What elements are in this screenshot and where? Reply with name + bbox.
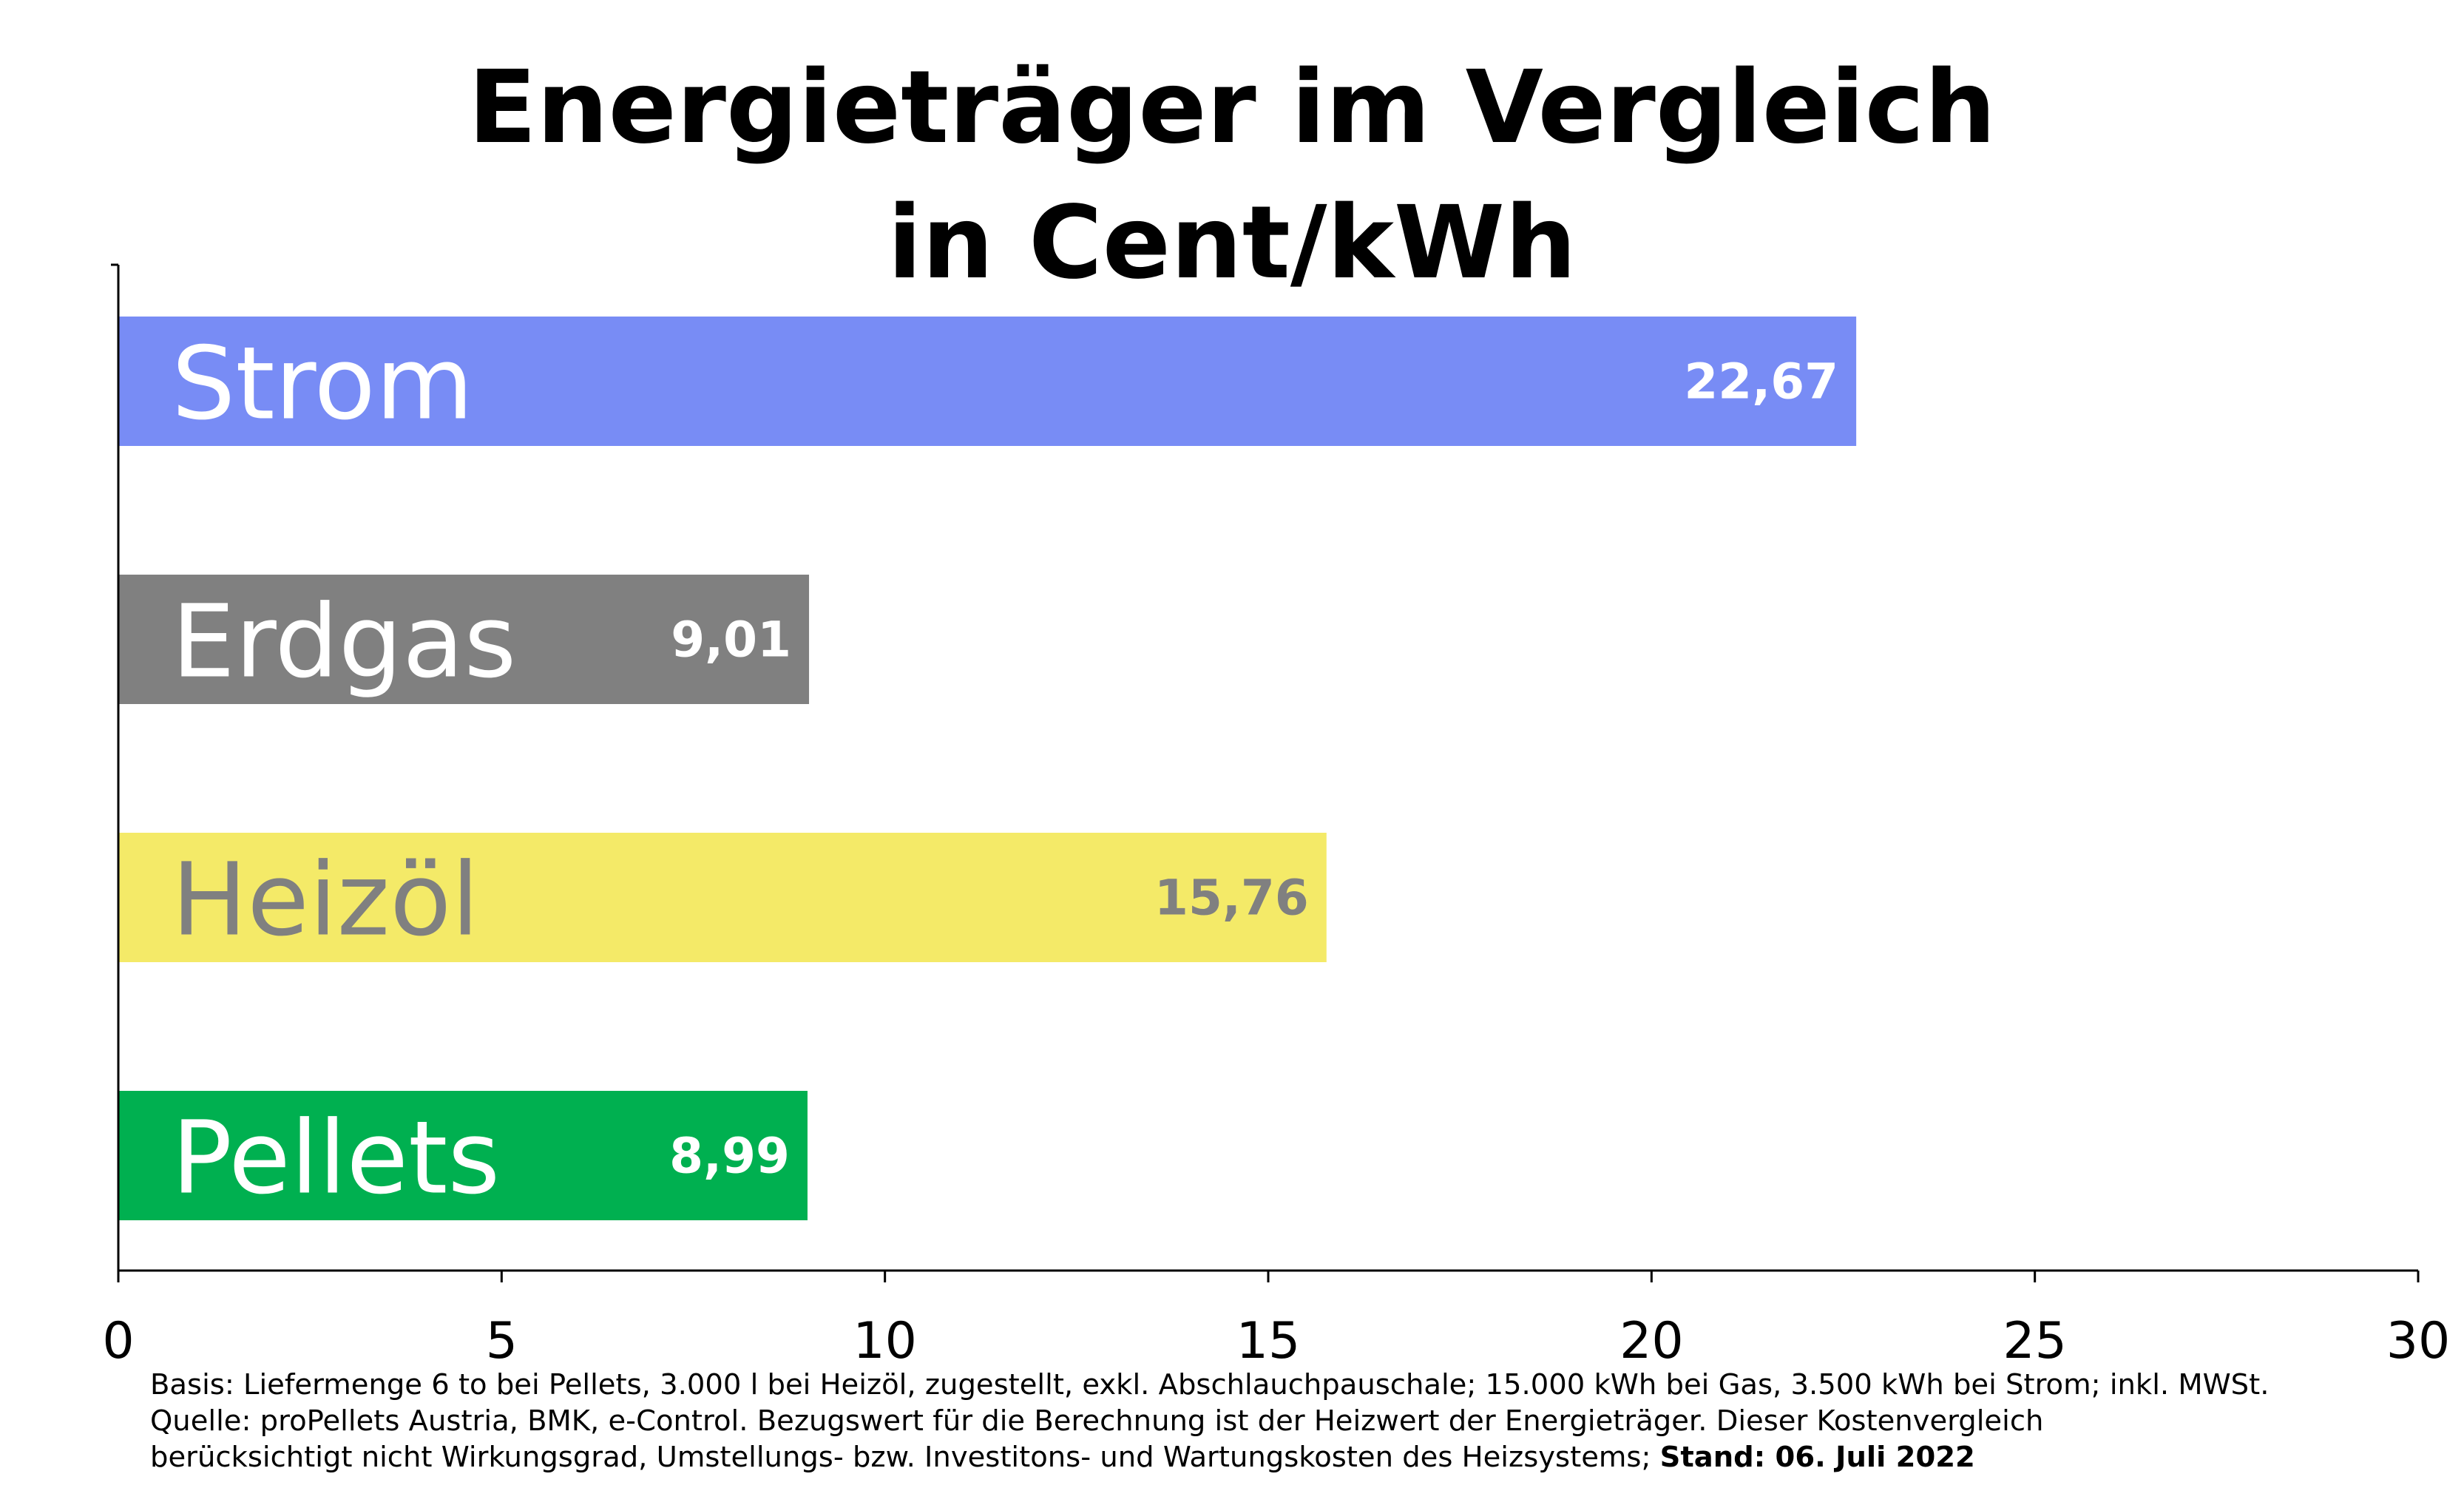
footnote-line-2: Quelle: proPellets Austria, BMK, e-Contr… [150, 1404, 2044, 1438]
footnote-line-1: Basis: Liefermenge 6 to bei Pellets, 3.0… [150, 1368, 2270, 1401]
bar-group-strom: Strom 22,67 [118, 317, 1857, 446]
x-axis-ticks: 0 5 10 15 20 25 30 [102, 1271, 2450, 1370]
x-tick-label: 0 [102, 1312, 134, 1370]
bar-series: Strom 22,67 Erdgas 9,01 Heizöl 15,76 Pellets 8,… [118, 317, 1857, 1220]
x-tick-label: 10 [853, 1312, 917, 1370]
footnote-line-3: berücksichtigt nicht Wirkungsgrad, Umste… [150, 1439, 2369, 1475]
bar-pellets [118, 1091, 808, 1220]
x-tick-label: 20 [1619, 1312, 1684, 1370]
value-label-heizoel: 15,76 [1154, 870, 1309, 927]
x-tick-label: 25 [2003, 1312, 2067, 1370]
chart-title-line-1: Energieträger im Vergleich [468, 50, 1996, 166]
chart-title: Energieträger im Vergleich in Cent/kWh [468, 50, 1996, 302]
value-label-erdgas: 9,01 [671, 612, 791, 669]
value-label-pellets: 8,99 [669, 1128, 790, 1185]
x-tick-label: 30 [2386, 1312, 2451, 1370]
x-tick-label: 5 [486, 1312, 518, 1370]
bar-group-erdgas: Erdgas 9,01 [118, 575, 810, 704]
footnote-stand-date: Stand: 06. Juli 2022 [1659, 1441, 1975, 1474]
value-label-strom: 22,67 [1684, 354, 1838, 410]
footnote: Basis: Liefermenge 6 to bei Pellets, 3.0… [150, 1367, 2369, 1475]
bar-erdgas [118, 575, 810, 704]
footnote-line-3-text: berücksichtigt nicht Wirkungsgrad, Umste… [150, 1441, 1660, 1474]
bar-heizoel [118, 833, 1327, 962]
category-label-heizoel: Heizöl [172, 842, 479, 959]
chart-title-line-2: in Cent/kWh [887, 185, 1577, 302]
category-label-strom: Strom [172, 326, 473, 443]
x-tick-label: 15 [1236, 1312, 1301, 1370]
bar-group-pellets: Pellets 8,99 [118, 1091, 808, 1220]
bar-strom [118, 317, 1857, 446]
category-label-erdgas: Erdgas [172, 584, 516, 701]
category-label-pellets: Pellets [172, 1100, 500, 1217]
bar-group-heizoel: Heizöl 15,76 [118, 833, 1327, 962]
